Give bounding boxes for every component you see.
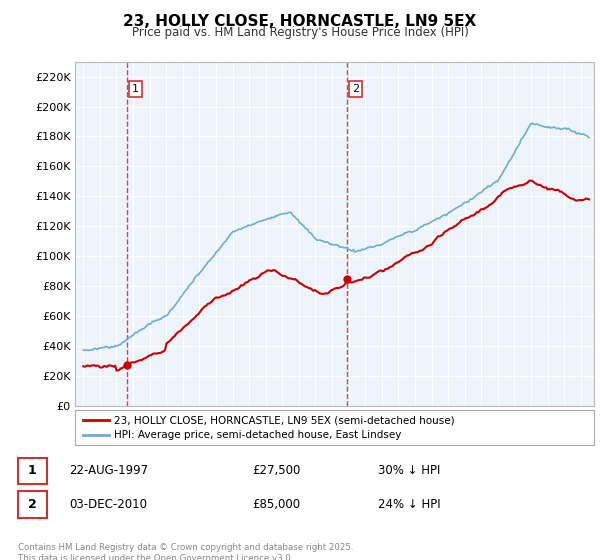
Text: 23, HOLLY CLOSE, HORNCASTLE, LN9 5EX (semi-detached house): 23, HOLLY CLOSE, HORNCASTLE, LN9 5EX (se… (114, 415, 455, 425)
Text: 24% ↓ HPI: 24% ↓ HPI (378, 498, 440, 511)
Text: £27,500: £27,500 (252, 464, 301, 478)
Text: 30% ↓ HPI: 30% ↓ HPI (378, 464, 440, 478)
Text: 23, HOLLY CLOSE, HORNCASTLE, LN9 5EX: 23, HOLLY CLOSE, HORNCASTLE, LN9 5EX (124, 14, 476, 29)
Text: 2: 2 (352, 84, 359, 94)
Text: Contains HM Land Registry data © Crown copyright and database right 2025.
This d: Contains HM Land Registry data © Crown c… (18, 543, 353, 560)
Text: 22-AUG-1997: 22-AUG-1997 (69, 464, 148, 478)
Text: £85,000: £85,000 (252, 498, 300, 511)
Text: 03-DEC-2010: 03-DEC-2010 (69, 498, 147, 511)
Text: Price paid vs. HM Land Registry's House Price Index (HPI): Price paid vs. HM Land Registry's House … (131, 26, 469, 39)
Text: 1: 1 (132, 84, 139, 94)
Text: 2: 2 (28, 498, 37, 511)
Text: 1: 1 (28, 464, 37, 478)
Text: HPI: Average price, semi-detached house, East Lindsey: HPI: Average price, semi-detached house,… (114, 431, 401, 441)
